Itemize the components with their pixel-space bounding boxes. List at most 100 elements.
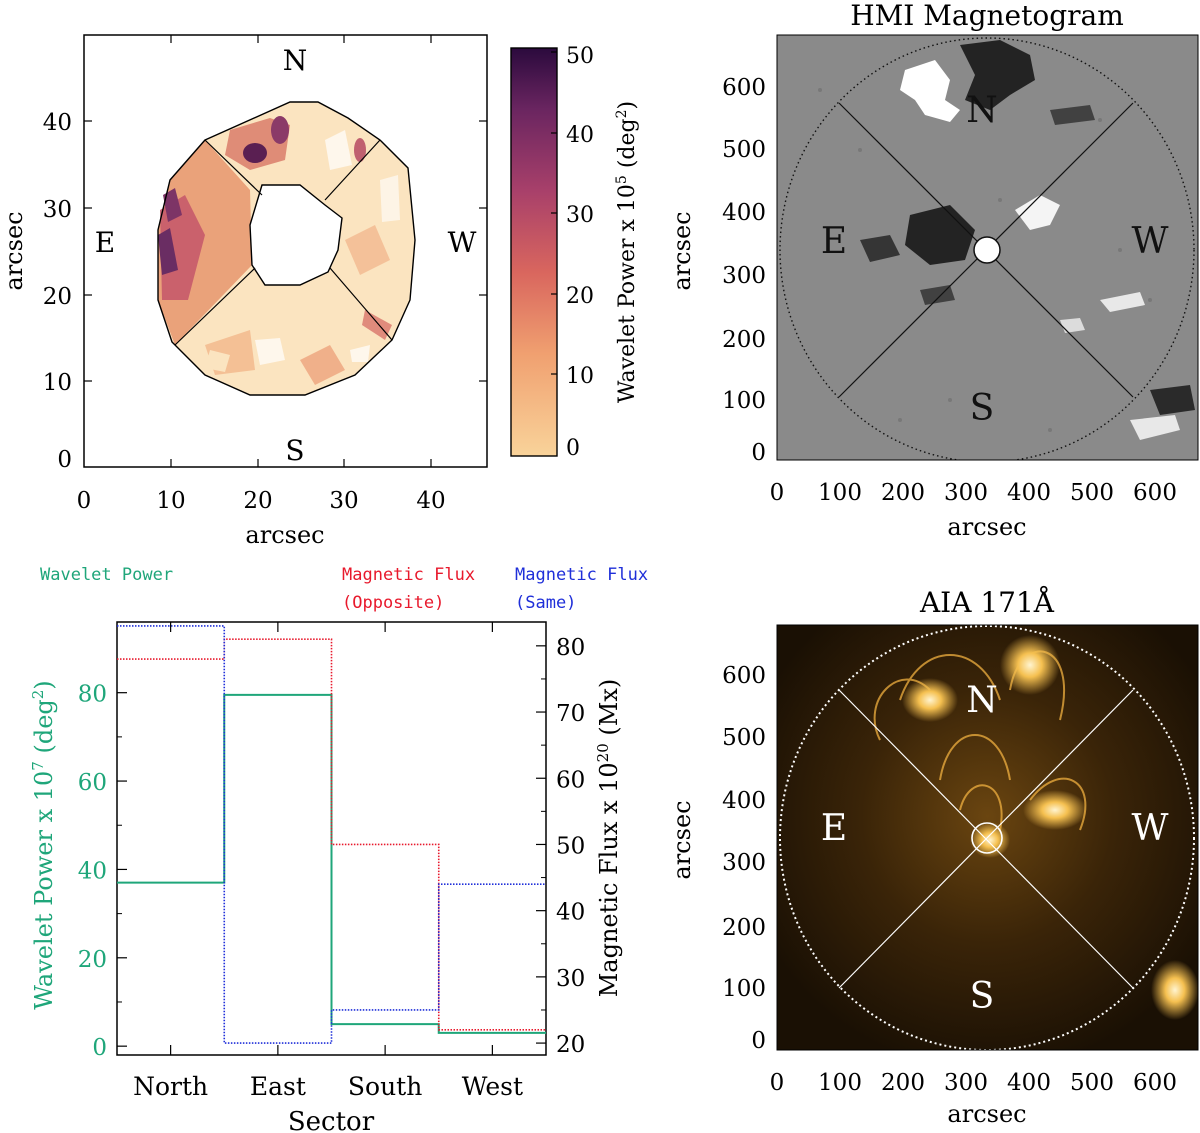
x-tick-label: 30 — [329, 488, 358, 514]
y-tick-label: 600 — [722, 75, 766, 101]
chart-axes: 0 20 40 60 80 20 30 40 50 60 70 80 North East South Wes… — [78, 622, 585, 1101]
hmi-boundary-circle — [779, 37, 1195, 460]
hmi-direction-s: S — [970, 388, 995, 429]
x-tick-label: 100 — [818, 1070, 862, 1096]
aia-y-axis: 0 100 200 300 400 500 600 arcsec — [668, 663, 766, 1054]
hmi-magnetogram-panel: HMI Magnetogram — [668, 0, 1199, 541]
series-line-magnetic-flux-opposite — [117, 638, 546, 1031]
x-tick-label: 100 — [818, 480, 862, 506]
x-tick-label: 200 — [881, 1070, 925, 1096]
y-tick-label: 40 — [43, 110, 72, 136]
series-line-magnetic-flux-same — [117, 625, 546, 1044]
y-tick-label: 40 — [78, 858, 107, 884]
x-tick-label: 20 — [243, 488, 272, 514]
aia-y-axis-label: arcsec — [668, 800, 696, 879]
aia-direction-n: N — [966, 680, 998, 721]
y-tick-label: 200 — [722, 327, 766, 353]
legend-flux-same-line1: Magnetic Flux — [515, 565, 648, 585]
aia-bright-region — [1151, 960, 1198, 1020]
colorbar-tick-label: 30 — [566, 203, 594, 228]
chart-y2-axis-label: Magnetic Flux x 1020 (Mx) — [594, 679, 623, 998]
sector-line-sw — [174, 267, 256, 346]
chart-plot-frame — [116, 621, 547, 1056]
step-chart-panel: Wavelet Power Magnetic Flux (Opposite) M… — [29, 565, 648, 1133]
x-tick-label: 0 — [77, 488, 92, 514]
hmi-x-axis: 0 100 200 300 400 500 600 arcsec — [770, 480, 1177, 541]
chart-y-axis-label: Wavelet Power x 107 (deg2) — [29, 680, 58, 1009]
x-category-label: North — [133, 1072, 208, 1101]
colorbar-tick-label: 50 — [566, 44, 594, 69]
y-tick-label: 0 — [751, 440, 766, 466]
y2-tick-label: 80 — [556, 635, 585, 661]
y-tick-label: 500 — [722, 725, 766, 751]
y-tick-label: 60 — [78, 770, 107, 796]
x-category-label: West — [462, 1072, 523, 1101]
hmi-direction-n: N — [966, 90, 998, 131]
aia-x-axis-label: arcsec — [947, 1100, 1026, 1128]
colorbar-tick-label: 20 — [566, 284, 594, 309]
aia-direction-s: S — [970, 976, 995, 1017]
colorbar-tick-label: 10 — [566, 364, 594, 389]
y-tick-label: 300 — [722, 850, 766, 876]
y-tick-label: 400 — [722, 788, 766, 814]
chart-marks — [117, 625, 546, 1044]
x-tick-label: 0 — [770, 480, 785, 506]
hmi-y-axis: 0 100 200 300 400 500 600 arcsec — [668, 75, 766, 466]
y2-tick-label: 30 — [556, 966, 585, 992]
x-tick-label: 600 — [1133, 480, 1177, 506]
aia-bright-region — [902, 678, 958, 722]
aia-bright-region — [1023, 790, 1087, 830]
y-tick-label: 200 — [722, 915, 766, 941]
y-tick-label: 0 — [57, 447, 72, 473]
colorbar: 0 10 20 30 40 50 Wavelet Power x 105 (de… — [510, 44, 640, 461]
legend-wavelet-power: Wavelet Power — [40, 565, 173, 585]
panel-a-frame — [83, 34, 488, 468]
x-tick-label: 0 — [770, 1070, 785, 1096]
y-tick-label: 20 — [78, 947, 107, 973]
inner-contour — [249, 184, 343, 286]
y-axis-label: arcsec — [0, 211, 28, 290]
aia-171-panel: AIA 171Å N S E W 0 — [668, 586, 1199, 1128]
x-axis-label: arcsec — [245, 521, 324, 549]
sector-line-nw — [324, 139, 381, 201]
aia-title: AIA 171Å — [919, 586, 1055, 619]
outer-contour — [157, 101, 416, 396]
sector-line-se — [329, 267, 393, 341]
x-tick-label: 500 — [1070, 480, 1114, 506]
y-tick-label: 100 — [722, 388, 766, 414]
y2-tick-label: 70 — [556, 701, 585, 727]
hmi-direction-e: E — [821, 221, 847, 262]
y-tick-label: 600 — [722, 663, 766, 689]
y-tick-label: 100 — [722, 976, 766, 1002]
y2-tick-label: 50 — [556, 833, 585, 859]
hmi-texture — [818, 88, 1152, 432]
aia-sector-line — [838, 689, 1134, 989]
y-tick-label: 500 — [722, 137, 766, 163]
sector-line-ne — [204, 139, 263, 196]
y-tick-label: 10 — [43, 370, 72, 396]
x-tick-label: 10 — [156, 488, 185, 514]
hmi-title: HMI Magnetogram — [850, 0, 1124, 32]
aia-boundary-circle — [779, 625, 1195, 1050]
colorbar-tick-label: 0 — [566, 436, 580, 461]
x-tick-label: 400 — [1007, 480, 1051, 506]
aia-center-circle — [971, 822, 1003, 854]
hmi-center-circle — [973, 236, 1001, 264]
x-category-label: South — [348, 1072, 422, 1101]
aia-x-axis: 0 100 200 300 400 500 600 arcsec — [770, 1070, 1177, 1128]
y2-tick-label: 60 — [556, 767, 585, 793]
x-tick-label: 300 — [944, 480, 988, 506]
y-tick-label: 0 — [92, 1035, 107, 1061]
panel-a-x-axis: 0 10 20 30 40 arcsec — [77, 35, 446, 549]
hmi-positive-polarity — [900, 60, 1180, 440]
direction-label-s: S — [285, 434, 304, 467]
x-tick-label: 400 — [1007, 1070, 1051, 1096]
legend-flux-opposite-line2: (Opposite) — [342, 593, 444, 613]
series-line-wavelet-power — [117, 693, 546, 1034]
wavelet-power-ring — [158, 102, 415, 395]
x-tick-label: 40 — [416, 488, 445, 514]
x-category-label: East — [250, 1072, 306, 1101]
panel-a-y-axis: 0 10 20 30 40 arcsec — [0, 110, 487, 473]
y-tick-label: 80 — [78, 682, 107, 708]
